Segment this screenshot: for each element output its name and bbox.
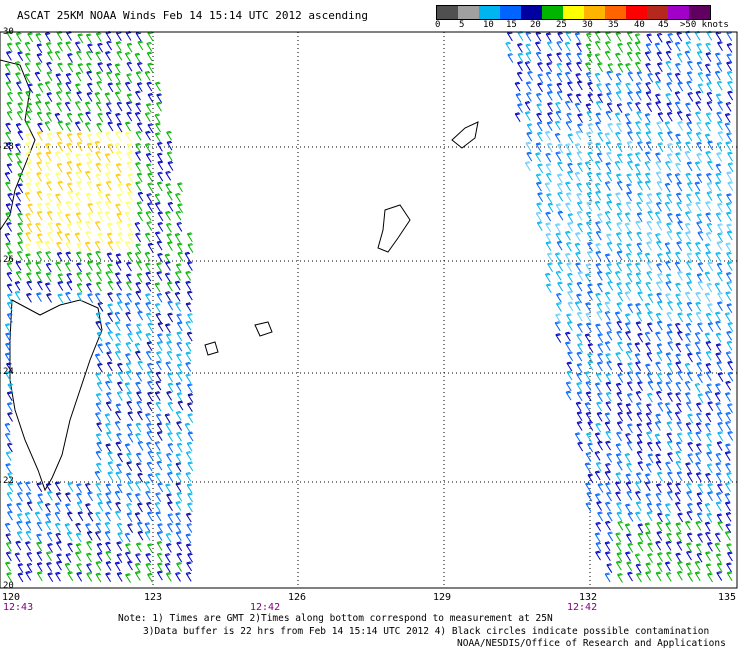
- lat-label-26: 26: [3, 255, 14, 265]
- note-line-2: 3)Data buffer is 22 hrs from Feb 14 15:1…: [143, 626, 710, 637]
- lon-label-132: 132: [579, 592, 598, 603]
- colorbar-tick: 0: [435, 20, 441, 30]
- colorbar-segment: [500, 6, 521, 19]
- colorbar-segment: [689, 6, 710, 19]
- colorbar-tick: 30: [582, 20, 593, 30]
- map-frame: [0, 31, 738, 589]
- lat-label-24: 24: [3, 367, 14, 377]
- lon-label-123: 123: [144, 592, 163, 603]
- colorbar-segment: [668, 6, 689, 19]
- wind-barbs: [4, 30, 734, 583]
- colorbar-tick: 20: [530, 20, 541, 30]
- colorbar-segment: [584, 6, 605, 19]
- colorbar-segment: [626, 6, 647, 19]
- colorbar-segment: [605, 6, 626, 19]
- colorbar-segment: [521, 6, 542, 19]
- lat-label-28: 28: [3, 142, 14, 152]
- colorbar-segment: [647, 6, 668, 19]
- lon-label-129: 129: [433, 592, 452, 603]
- colorbar-segment: [479, 6, 500, 19]
- lon-label-135: 135: [718, 592, 737, 603]
- time-label-right: 12:42: [567, 602, 598, 613]
- colorbar-tick: 5: [459, 20, 465, 30]
- lon-label-126: 126: [288, 592, 307, 603]
- colorbar-tick: 15: [506, 20, 517, 30]
- coastlines: [0, 59, 479, 492]
- colorbar-tick: >50 knots: [680, 20, 729, 30]
- colorbar-tick: 45: [658, 20, 669, 30]
- colorbar-segment: [563, 6, 584, 19]
- lat-label-20: 20: [3, 581, 14, 591]
- lat-label-30: 30: [3, 27, 14, 37]
- lat-label-22: 22: [3, 476, 14, 486]
- colorbar-segment: [542, 6, 563, 19]
- lat-lon-grid: [0, 32, 737, 588]
- note-line-1: Note: 1) Times are GMT 2)Times along bot…: [118, 613, 553, 624]
- colorbar-segment: [437, 6, 458, 19]
- colorbar-tick: 40: [634, 20, 645, 30]
- colorbar-tick: 10: [483, 20, 494, 30]
- time-label-middle: 12:42: [250, 602, 281, 613]
- time-label-left: 12:43: [3, 602, 34, 613]
- credit-line: NOAA/NESDIS/Office of Research and Appli…: [457, 638, 726, 649]
- colorbar-tick: 35: [608, 20, 619, 30]
- colorbar-tick: 25: [556, 20, 567, 30]
- lon-label-120: 120: [2, 592, 21, 603]
- wind-speed-colorbar: [436, 5, 711, 20]
- map-title: ASCAT 25KM NOAA Winds Feb 14 15:14 UTC 2…: [17, 9, 368, 22]
- colorbar-segment: [458, 6, 479, 19]
